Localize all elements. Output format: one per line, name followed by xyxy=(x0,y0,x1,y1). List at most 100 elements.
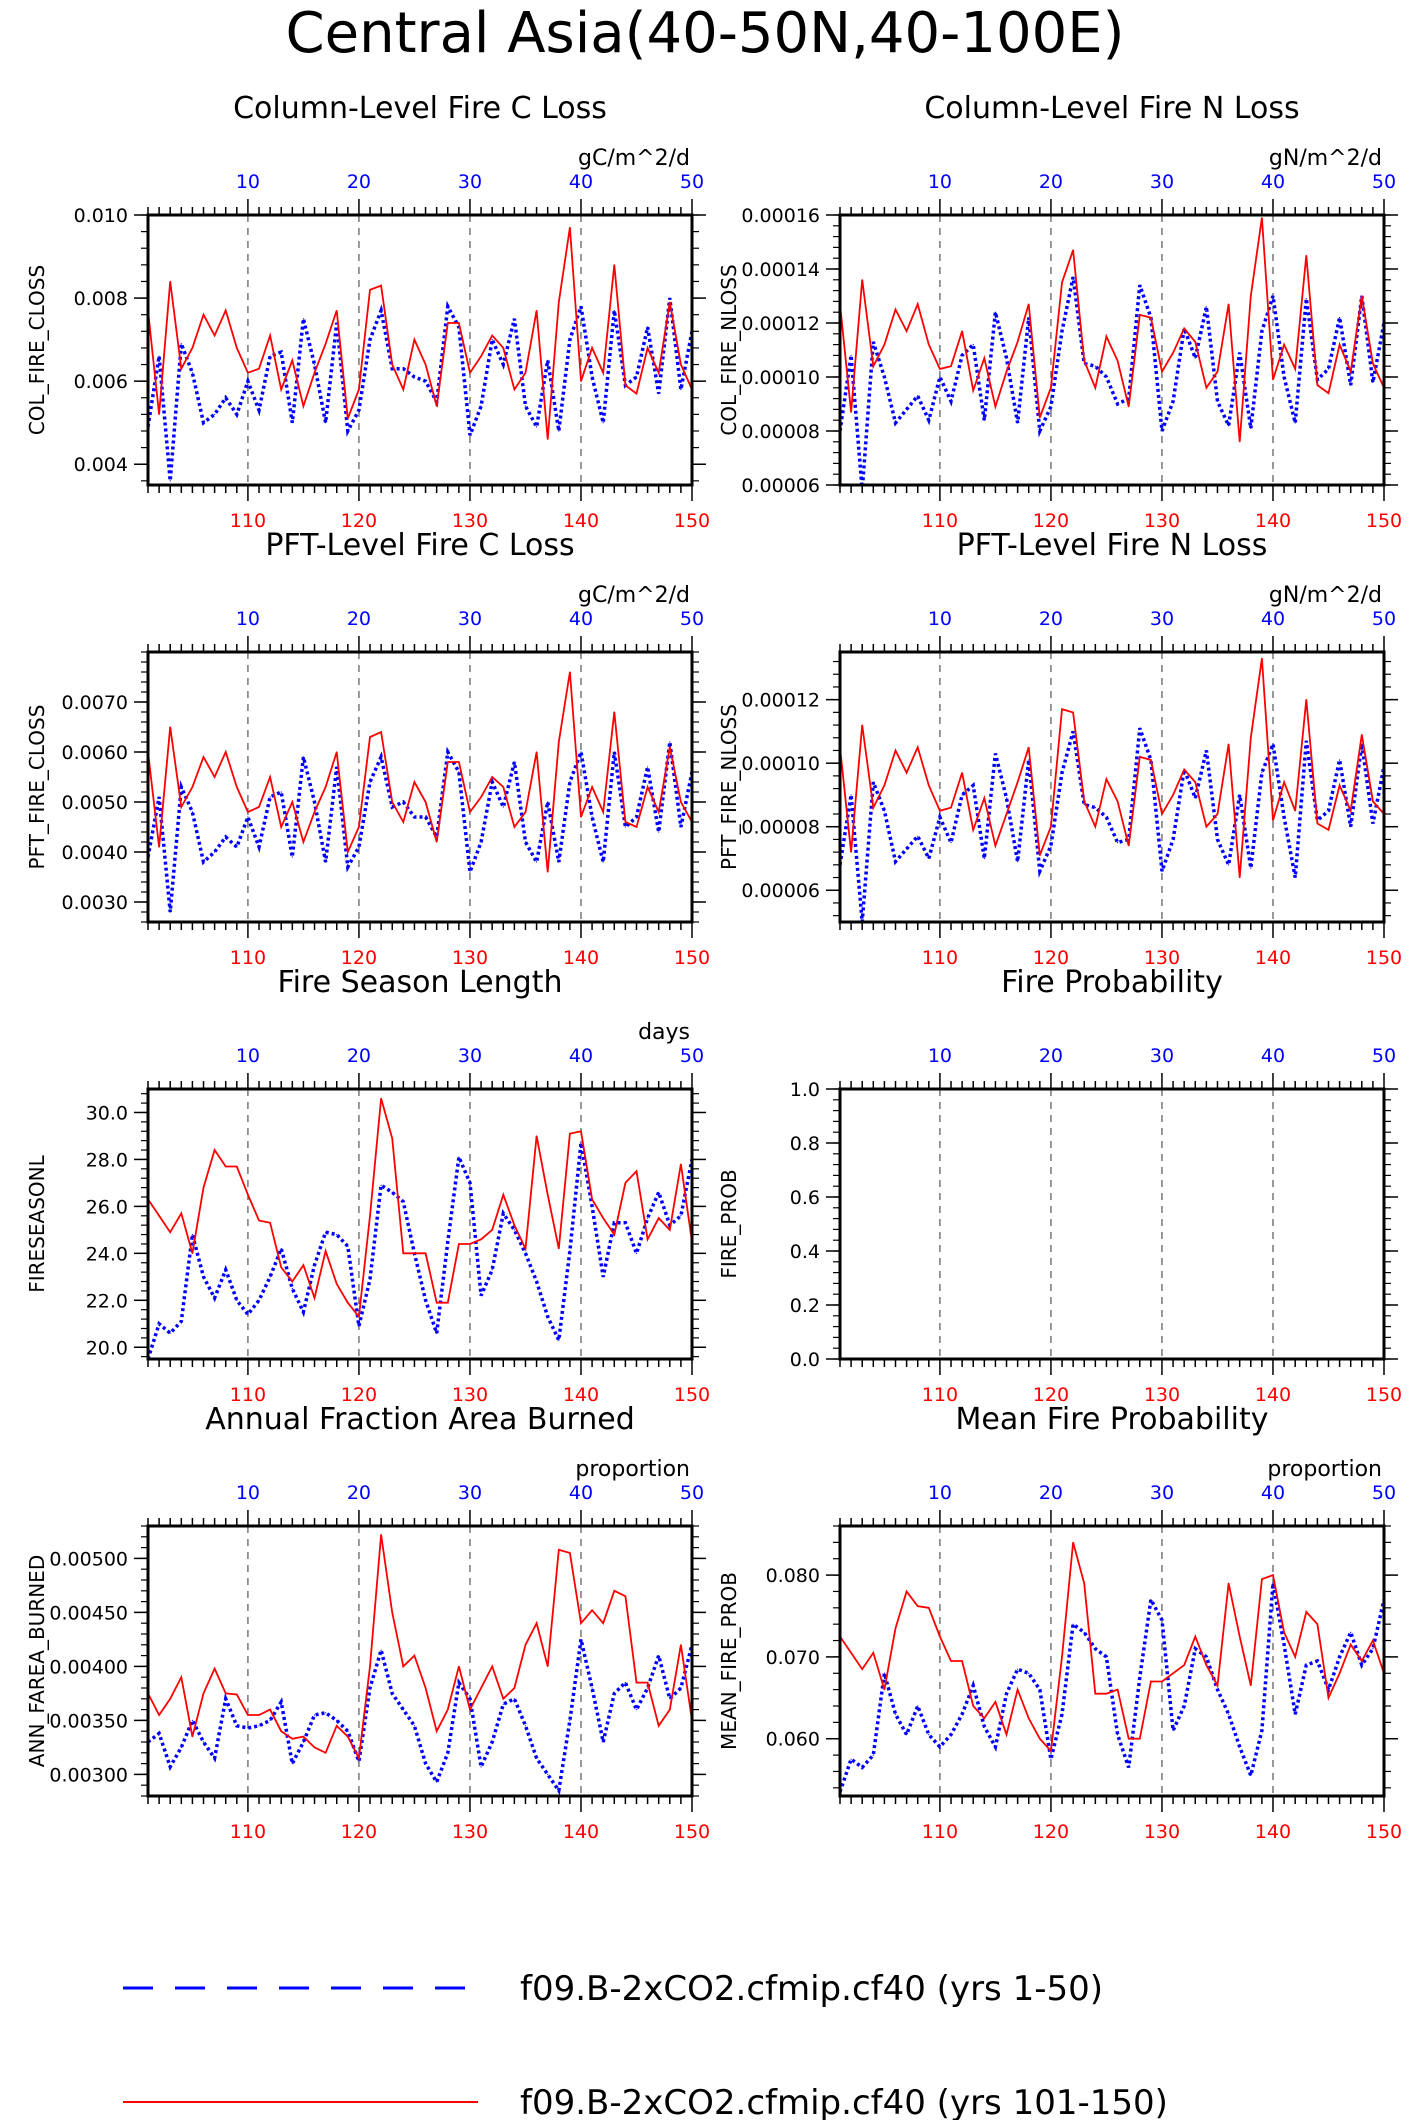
x-tick-label-bottom: 120 xyxy=(1033,947,1069,969)
data-point xyxy=(336,1725,338,1727)
data-point xyxy=(906,772,908,774)
x-tick-label-top: 50 xyxy=(680,608,704,630)
plot-frame xyxy=(146,1524,694,1798)
x-tick-label-top: 50 xyxy=(680,1045,704,1067)
data-point xyxy=(447,305,449,307)
x-tick-label-top: 20 xyxy=(347,171,371,193)
data-point xyxy=(972,344,974,346)
data-point xyxy=(580,305,582,307)
data-point xyxy=(524,1252,527,1254)
data-point xyxy=(1005,1734,1008,1736)
data-point xyxy=(336,1719,338,1721)
x-tick-label-bottom: 150 xyxy=(1366,1821,1402,1843)
data-point xyxy=(424,1299,427,1301)
data-point xyxy=(680,1215,682,1217)
data-point xyxy=(247,1727,249,1729)
data-point xyxy=(861,1668,863,1670)
data-point xyxy=(939,376,941,378)
data-point xyxy=(939,368,941,370)
data-point xyxy=(258,1219,260,1222)
data-point xyxy=(180,368,182,370)
data-point xyxy=(369,1215,371,1217)
data-point xyxy=(1250,427,1252,429)
data-point xyxy=(1327,392,1330,394)
data-point xyxy=(1039,1738,1041,1740)
data-point xyxy=(558,741,560,743)
data-point xyxy=(602,1622,604,1624)
data-point xyxy=(1172,1672,1174,1674)
data-point xyxy=(1372,1639,1374,1642)
data-point xyxy=(458,761,460,763)
data-point xyxy=(1205,306,1207,308)
data-point xyxy=(491,1741,493,1743)
y-tick-label: 20.0 xyxy=(86,1337,128,1359)
data-point xyxy=(402,368,404,370)
series-line-run2 xyxy=(840,1542,1384,1754)
data-point xyxy=(1327,368,1330,370)
x-tick-label-bottom: 140 xyxy=(563,1821,599,1843)
data-point xyxy=(225,836,227,838)
series-line-run1 xyxy=(148,741,692,913)
x-tick-label-top: 20 xyxy=(1039,608,1063,630)
x-tick-label-top: 10 xyxy=(928,1482,952,1504)
x-tick-label-bottom: 130 xyxy=(452,1821,488,1843)
data-point xyxy=(1216,1689,1219,1691)
panel-title: PFT-Level Fire C Loss xyxy=(265,528,574,563)
data-point xyxy=(872,1652,874,1654)
x-tick-label-top: 30 xyxy=(1150,608,1174,630)
data-point xyxy=(1227,1582,1230,1584)
data-point xyxy=(961,772,963,774)
x-tick-label-bottom: 130 xyxy=(452,947,488,969)
series-line-run2 xyxy=(148,671,692,873)
data-point xyxy=(580,1622,582,1624)
data-point xyxy=(480,796,482,798)
data-point xyxy=(413,816,416,818)
data-point xyxy=(269,1222,271,1224)
data-point xyxy=(1283,781,1285,783)
data-point xyxy=(906,848,908,850)
data-point xyxy=(436,1302,438,1304)
data-point xyxy=(1061,772,1063,774)
data-point xyxy=(602,422,604,424)
data-point xyxy=(258,1714,260,1716)
units-label: gC/m^2/d xyxy=(578,583,690,608)
x-tick-label-top: 10 xyxy=(236,171,260,193)
y-axis-label: COL_FIRE_CLOSS xyxy=(25,265,49,435)
data-point xyxy=(436,841,438,843)
data-point xyxy=(1338,1656,1341,1658)
data-point xyxy=(1061,281,1063,284)
data-point xyxy=(491,781,493,783)
data-point xyxy=(613,309,615,312)
data-point xyxy=(535,1280,538,1283)
data-point xyxy=(569,1719,571,1721)
data-point xyxy=(513,318,515,320)
data-point xyxy=(1139,756,1141,758)
x-tick-label-top: 10 xyxy=(928,1045,952,1067)
data-point xyxy=(325,1231,327,1233)
data-point xyxy=(469,434,471,436)
data-point xyxy=(469,811,471,813)
data-point xyxy=(558,301,560,303)
data-point xyxy=(658,1725,660,1727)
data-point xyxy=(391,1137,393,1139)
data-point xyxy=(669,741,671,743)
data-point xyxy=(180,1746,182,1748)
x-tick-label-bottom: 150 xyxy=(1366,510,1402,532)
data-point xyxy=(1105,1693,1108,1695)
y-tick-label: 0.00006 xyxy=(741,880,820,902)
data-point xyxy=(883,1689,886,1691)
data-point xyxy=(424,380,427,382)
x-tick-label-top: 40 xyxy=(1261,1482,1285,1504)
data-point xyxy=(269,355,271,357)
data-point xyxy=(624,821,626,823)
data-point xyxy=(325,1752,327,1754)
data-point xyxy=(535,1135,538,1137)
data-point xyxy=(1338,344,1341,346)
data-point xyxy=(646,347,649,349)
data-point xyxy=(302,405,305,407)
data-point xyxy=(580,380,582,382)
data-point xyxy=(1094,365,1096,367)
x-tick-label-bottom: 140 xyxy=(563,510,599,532)
data-point xyxy=(325,861,327,863)
